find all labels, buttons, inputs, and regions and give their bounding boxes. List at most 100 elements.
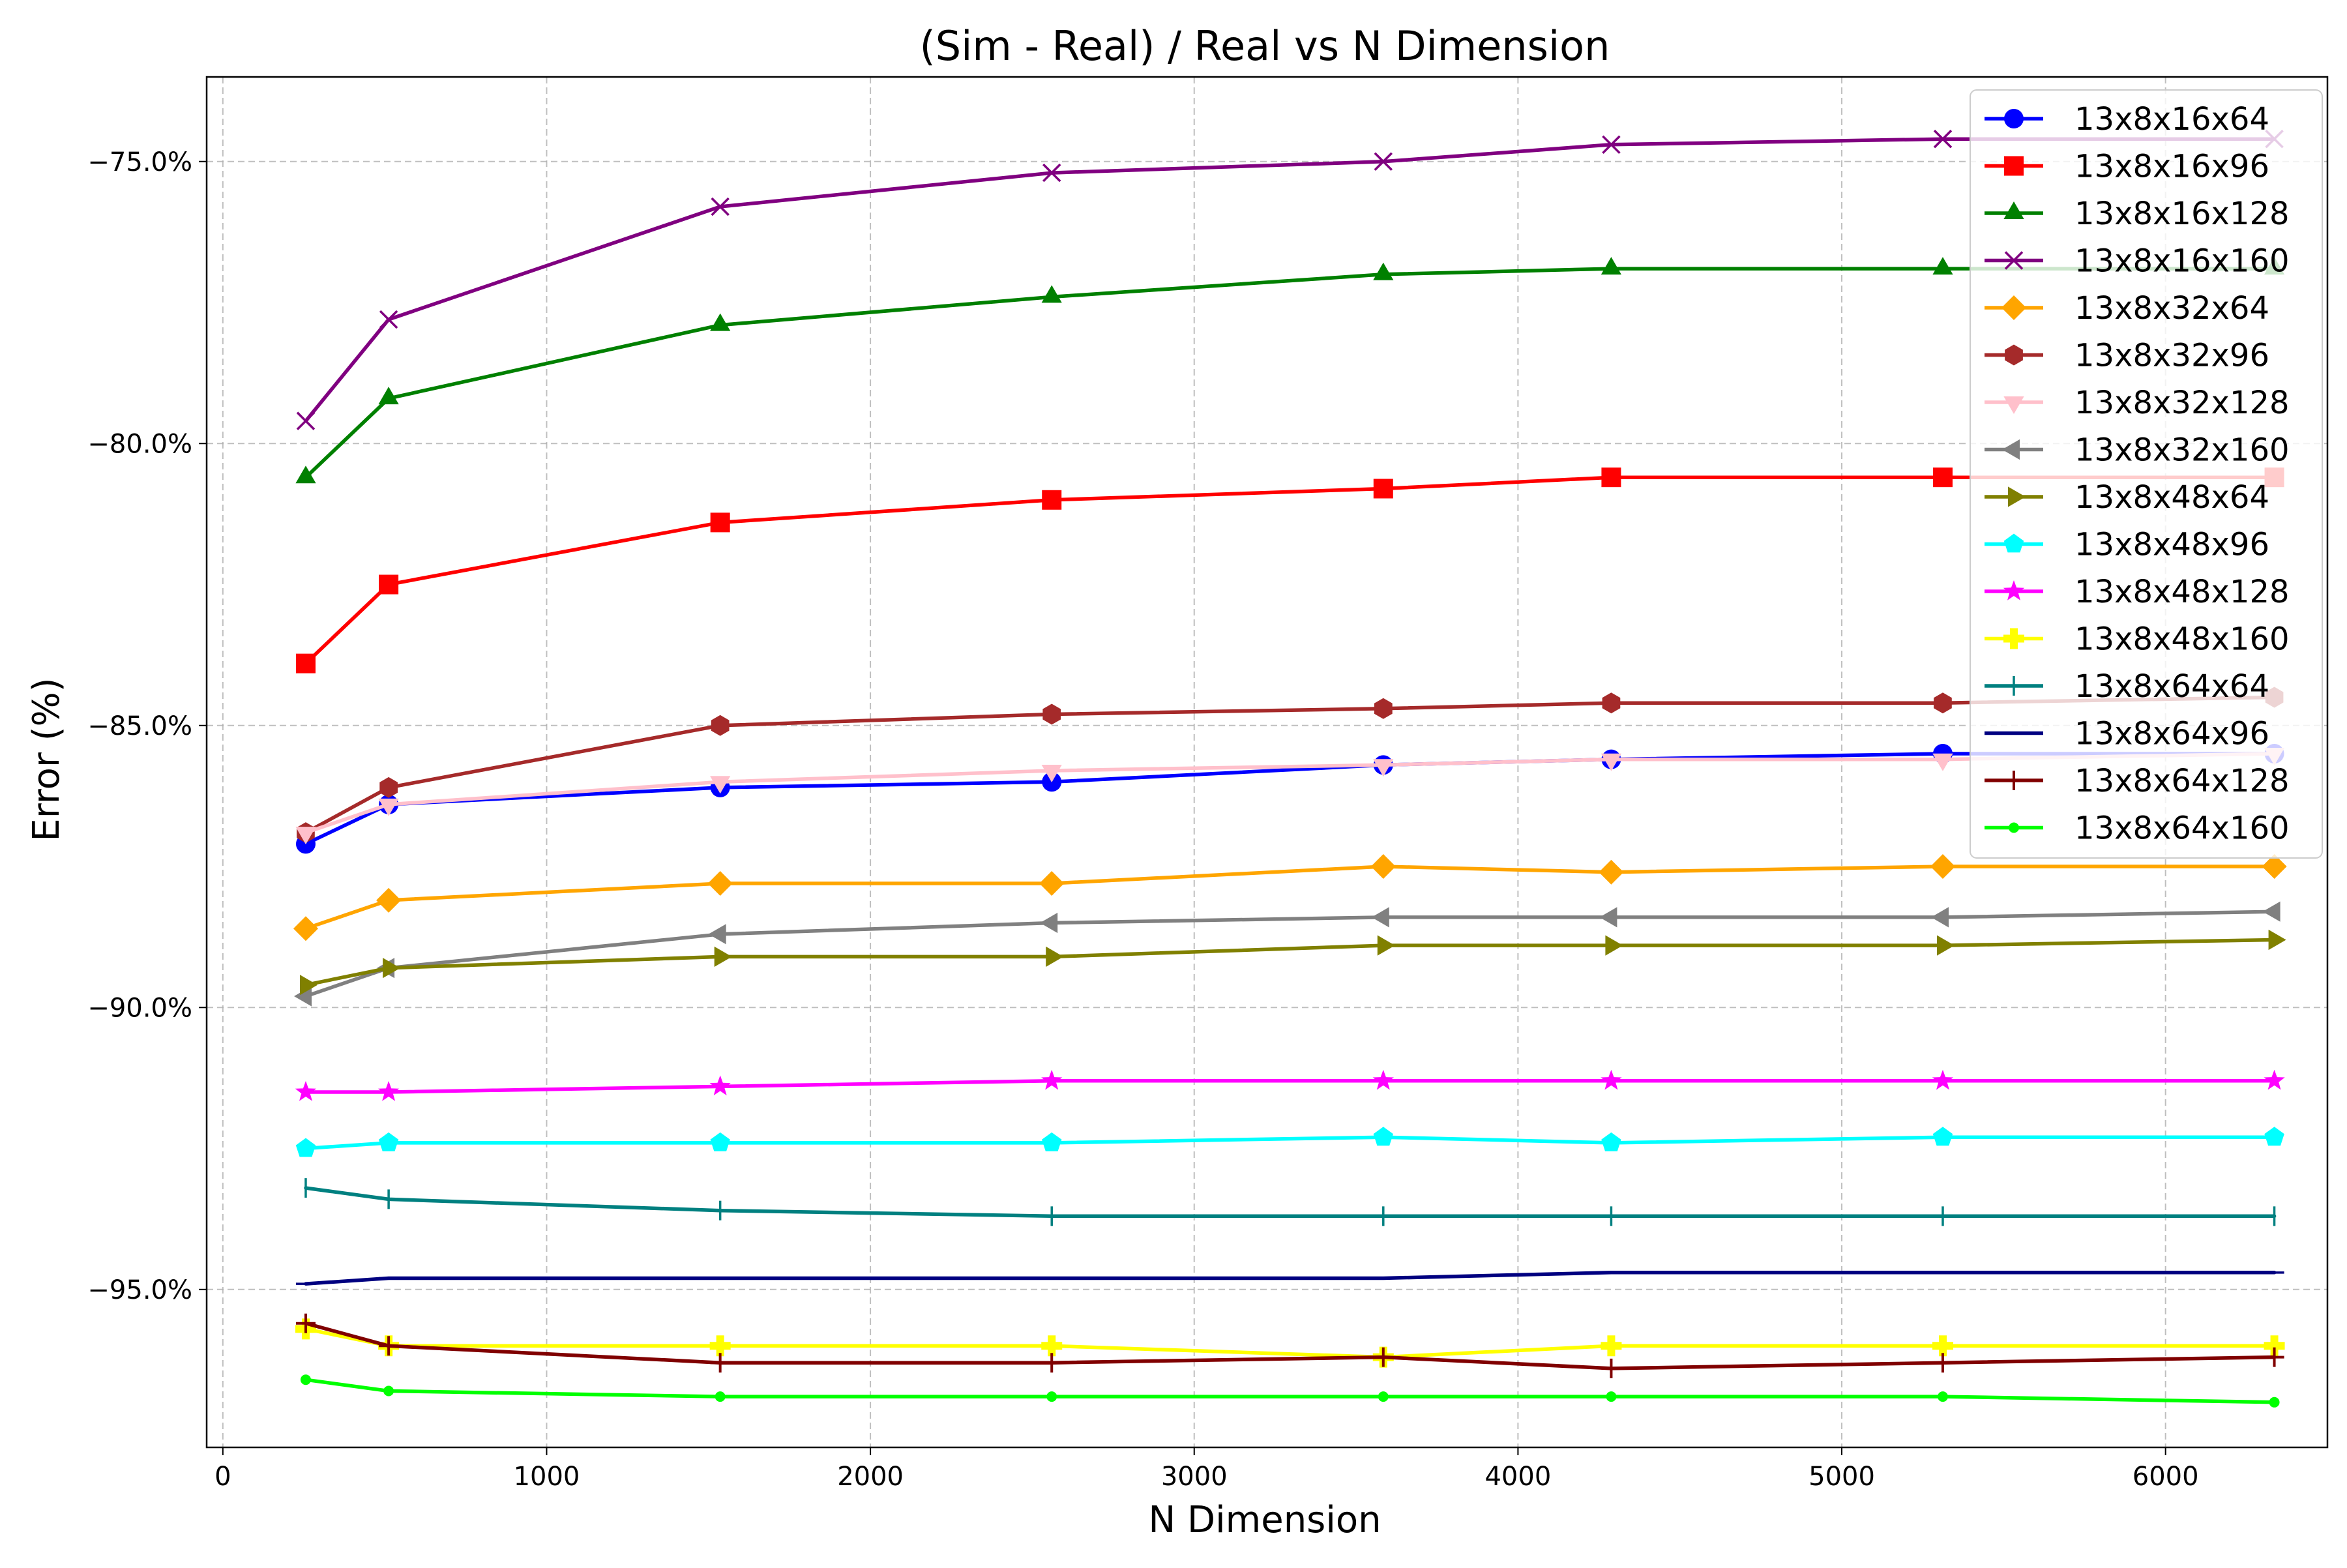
- legend-item: 13x8x32x160: [1985, 432, 2290, 469]
- legend-item: 13x8x16x160: [1985, 243, 2290, 280]
- legend-item: 13x8x16x96: [1985, 149, 2269, 185]
- data-point: [1042, 490, 1062, 510]
- data-point: [1932, 753, 1953, 771]
- data-point: [710, 776, 731, 794]
- data-point: [1371, 907, 1389, 928]
- data-point: [2264, 1127, 2284, 1146]
- legend-item: 13x8x32x96: [1985, 338, 2269, 374]
- data-point: [1378, 1391, 1389, 1402]
- data-point: [1374, 152, 1393, 171]
- legend-label: 13x8x64x160: [2074, 810, 2290, 847]
- legend-item: 13x8x64x64: [1985, 668, 2269, 705]
- data-point: [1930, 854, 1955, 879]
- data-point: [383, 958, 401, 979]
- data-point: [1373, 759, 1394, 777]
- legend-label: 13x8x16x160: [2074, 243, 2290, 280]
- data-point: [715, 1391, 726, 1402]
- plot-frame: [205, 76, 2329, 1449]
- data-point: [379, 574, 399, 595]
- x-tick-label: 2000: [837, 1462, 904, 1492]
- data-point: [1599, 859, 1624, 885]
- series-line: [304, 1078, 2277, 1094]
- legend-box: [1970, 89, 2323, 859]
- legend-label: 13x8x32x128: [2074, 385, 2290, 421]
- data-point: [294, 986, 312, 1007]
- data-point: [295, 1081, 317, 1101]
- data-point: [1373, 479, 1393, 499]
- series-13x8x48x96: [295, 1127, 2284, 1157]
- series-line: [304, 1327, 2277, 1359]
- data-point: [1374, 698, 1393, 719]
- x-tick-label: 1000: [514, 1462, 580, 1492]
- x-tick-label: 6000: [2133, 1462, 2199, 1492]
- legend-label: 13x8x48x160: [2074, 621, 2290, 658]
- x-tick-label: 5000: [1808, 1462, 1875, 1492]
- data-point: [1601, 1069, 1622, 1090]
- legend-item: 13x8x64x160: [1985, 810, 2290, 847]
- series-13x8x64x64: [304, 1178, 2277, 1226]
- data-point: [295, 653, 316, 673]
- y-tick-label: −85.0%: [87, 711, 192, 741]
- data-point: [379, 310, 398, 329]
- series-13x8x48x64: [300, 929, 2286, 996]
- series-13x8x64x96: [295, 1271, 2284, 1286]
- data-point: [1046, 1391, 1057, 1402]
- legend-marker: [2002, 439, 2020, 460]
- series-line: [304, 1271, 2277, 1286]
- data-point: [711, 197, 730, 216]
- data-point: [1932, 1335, 1953, 1357]
- data-point: [1932, 257, 1953, 275]
- data-point: [2262, 854, 2287, 879]
- legend-marker: [2003, 396, 2024, 414]
- data-point: [1042, 1132, 1062, 1151]
- data-point: [1602, 692, 1621, 714]
- data-point: [1370, 854, 1396, 879]
- data-point: [1046, 946, 1064, 967]
- data-point: [1601, 1132, 1621, 1151]
- data-point: [710, 512, 730, 533]
- data-point: [1373, 1347, 1393, 1367]
- series-line: [304, 910, 2277, 998]
- data-point: [1372, 1069, 1394, 1090]
- data-point: [1932, 467, 1953, 488]
- legend-item: 13x8x64x96: [1985, 716, 2269, 752]
- legend-label: 13x8x32x160: [2074, 432, 2290, 469]
- legend-item: 13x8x48x96: [1985, 527, 2269, 563]
- data-point: [1933, 129, 1953, 149]
- legend-item: 13x8x16x64: [1985, 101, 2269, 138]
- data-point: [1932, 1353, 1953, 1373]
- x-tick-label: 0: [214, 1462, 231, 1492]
- series-line: [304, 865, 2277, 930]
- legend-label: 13x8x48x96: [2074, 527, 2269, 563]
- series-line: [304, 1321, 2277, 1370]
- data-point: [1042, 703, 1061, 725]
- data-point: [1599, 907, 1617, 928]
- data-point: [2262, 901, 2281, 922]
- data-point: [1601, 1358, 1621, 1378]
- data-point: [707, 871, 733, 896]
- series-group: [293, 129, 2287, 1408]
- data-point: [1932, 1127, 1953, 1146]
- y-tick-label: −80.0%: [87, 429, 192, 459]
- y-tick-label: −90.0%: [87, 993, 192, 1023]
- data-point: [376, 887, 402, 913]
- series-13x8x64x128: [295, 1313, 2284, 1378]
- data-point: [379, 1336, 399, 1356]
- legend-item: 13x8x48x160: [1985, 621, 2290, 658]
- legend-label: 13x8x16x96: [2074, 149, 2269, 185]
- data-point: [1040, 912, 1058, 934]
- data-point: [1601, 257, 1621, 275]
- data-point: [1937, 935, 1955, 956]
- data-point: [710, 1132, 730, 1151]
- data-point: [710, 313, 731, 331]
- series-13x8x64x160: [300, 1374, 2280, 1408]
- data-point: [2264, 1347, 2284, 1367]
- data-point: [1937, 1391, 1948, 1402]
- data-point: [710, 1353, 730, 1373]
- data-point: [295, 1313, 316, 1333]
- legend-label: 13x8x64x96: [2074, 716, 2269, 752]
- legend-marker: [2003, 201, 2024, 219]
- legend-item: 13x8x16x128: [1985, 196, 2290, 232]
